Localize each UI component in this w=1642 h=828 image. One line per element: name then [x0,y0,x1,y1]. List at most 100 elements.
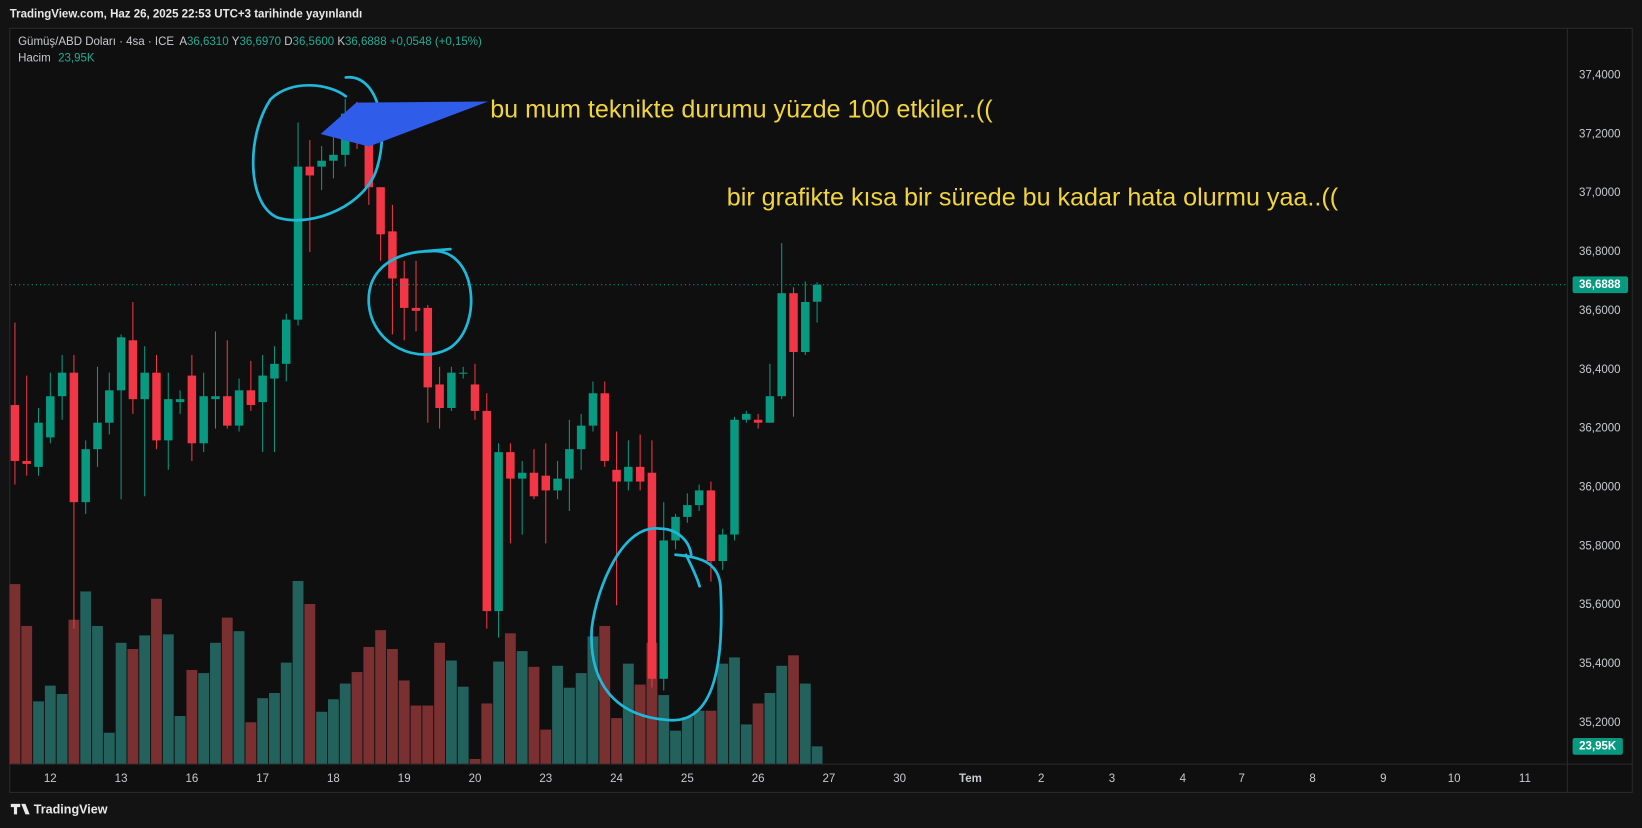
candle-body [576,425,586,450]
volume-bar [717,663,729,765]
candle-body [541,475,551,491]
volume-bar [422,705,434,765]
volume-bar [363,646,375,765]
legend-close: 36,6888 [345,36,387,48]
candle-body [116,337,126,391]
volume-legend-value: 23,95K [58,53,95,65]
legend: Gümüş/ABD Doları · 4sa · ICE A36,6310 Y3… [18,36,482,48]
volume-bar [328,699,339,765]
footer-logo [10,803,30,815]
candle-body [305,166,315,176]
candle-body [376,187,385,235]
x-tick-label: 23 [539,773,552,785]
x-tick-label: 27 [822,773,835,785]
y-tick-label: 36,0000 [1579,482,1621,494]
candle-body [730,419,739,535]
candle-body [246,390,256,406]
candle-body [105,390,114,423]
y-tick-label: 35,2000 [1579,717,1621,729]
volume-bar [103,732,115,765]
candle-body [812,284,822,302]
y-tick-label: 37,4000 [1579,69,1621,81]
volume-bar [705,710,717,765]
volume-bar [434,642,446,765]
candle-body [411,307,421,311]
y-tick-label: 35,8000 [1579,540,1621,552]
volume-bar [398,680,410,765]
candle-body [423,307,433,388]
candle-body [742,413,751,420]
candle-body [399,278,409,308]
volume-bar [339,683,351,765]
volume-bar [245,722,257,765]
volume-bar [115,642,127,765]
x-tick-label: 18 [327,773,340,785]
candle-body [494,452,503,612]
volume-bar [516,651,528,765]
volume-bar [33,701,44,765]
volume-bar [729,657,740,765]
volume-bar [493,661,505,765]
volume-bar [764,692,776,765]
drawn-arrow [320,101,489,147]
x-tick-label: 2 [1038,773,1044,785]
candle-body [458,372,468,374]
candle-body [635,466,645,482]
legend-symbol: Gümüş/ABD Doları · 4sa · ICE [18,36,174,48]
volume-bar [693,710,705,765]
candle-body [140,372,149,400]
volume-legend: Hacim 23,95K [18,53,95,65]
candle-body [57,372,67,397]
volume-bar [292,580,304,765]
volume-bar [375,630,387,765]
candle-body [223,396,232,426]
volume-bar [469,758,481,765]
volume-bar [670,730,681,765]
y-tick-label: 35,4000 [1579,658,1621,670]
candle-body [671,516,680,541]
candle-body [81,449,90,503]
footer: TradingView [34,803,108,817]
volume-bar [445,660,457,765]
legend-low-label: D [284,36,292,48]
volume-bar [646,642,658,765]
y-tick-label: 37,2000 [1579,128,1621,140]
volume-bar [304,603,316,765]
candle-body [447,372,456,408]
volume-bar [186,669,198,765]
x-tick-label: 7 [1239,773,1245,785]
candle-body [683,505,692,517]
chart-panel [9,27,1633,793]
candle-body [317,160,326,167]
candle-body [659,540,668,679]
last-price-label: 36,6888 [1579,279,1621,291]
x-tick-label: 30 [893,773,906,785]
volume-bar [198,673,210,765]
volume-bar [788,655,799,765]
volume-bar [351,672,363,765]
legend-high-label: Y [232,36,240,48]
last-volume-tag [1572,737,1623,755]
x-tick-label: 10 [1448,773,1461,785]
candle-body [718,534,727,562]
candle-body [765,396,775,423]
x-tick-label: 4 [1180,773,1187,785]
candle-body [270,363,279,379]
candle-body [600,393,609,461]
x-tick-label: 13 [115,773,128,785]
volume-bar [634,684,646,765]
candle-body [69,372,79,503]
volume-pane [9,580,823,765]
candle-body [329,154,338,161]
candle-body [293,166,303,320]
candle-body [647,472,657,679]
volume-bar [658,695,670,765]
annotation: bu mum teknikte durumu yüzde 100 etkiler… [490,96,993,124]
candle-body [281,319,291,364]
candle-body [128,340,138,400]
volume-bar [481,703,493,765]
candle-body [624,466,633,482]
volume-bar [504,633,516,765]
candle-body [22,460,31,464]
